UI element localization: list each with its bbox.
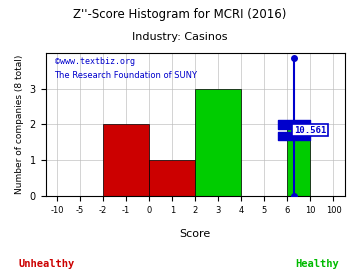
Text: ©www.textbiz.org: ©www.textbiz.org	[54, 57, 135, 66]
Text: The Research Foundation of SUNY: The Research Foundation of SUNY	[54, 72, 198, 80]
Text: Healthy: Healthy	[295, 259, 339, 269]
Bar	[195, 89, 241, 196]
Text: Industry: Casinos: Industry: Casinos	[132, 32, 228, 42]
Bar	[103, 124, 149, 196]
Bar	[149, 160, 195, 196]
Text: Z''-Score Histogram for MCRI (2016): Z''-Score Histogram for MCRI (2016)	[73, 8, 287, 21]
Y-axis label: Number of companies (8 total): Number of companies (8 total)	[15, 55, 24, 194]
Bar	[287, 124, 310, 196]
Text: Unhealthy: Unhealthy	[19, 259, 75, 269]
X-axis label: Score: Score	[180, 229, 211, 239]
Text: 10.561: 10.561	[294, 126, 326, 135]
